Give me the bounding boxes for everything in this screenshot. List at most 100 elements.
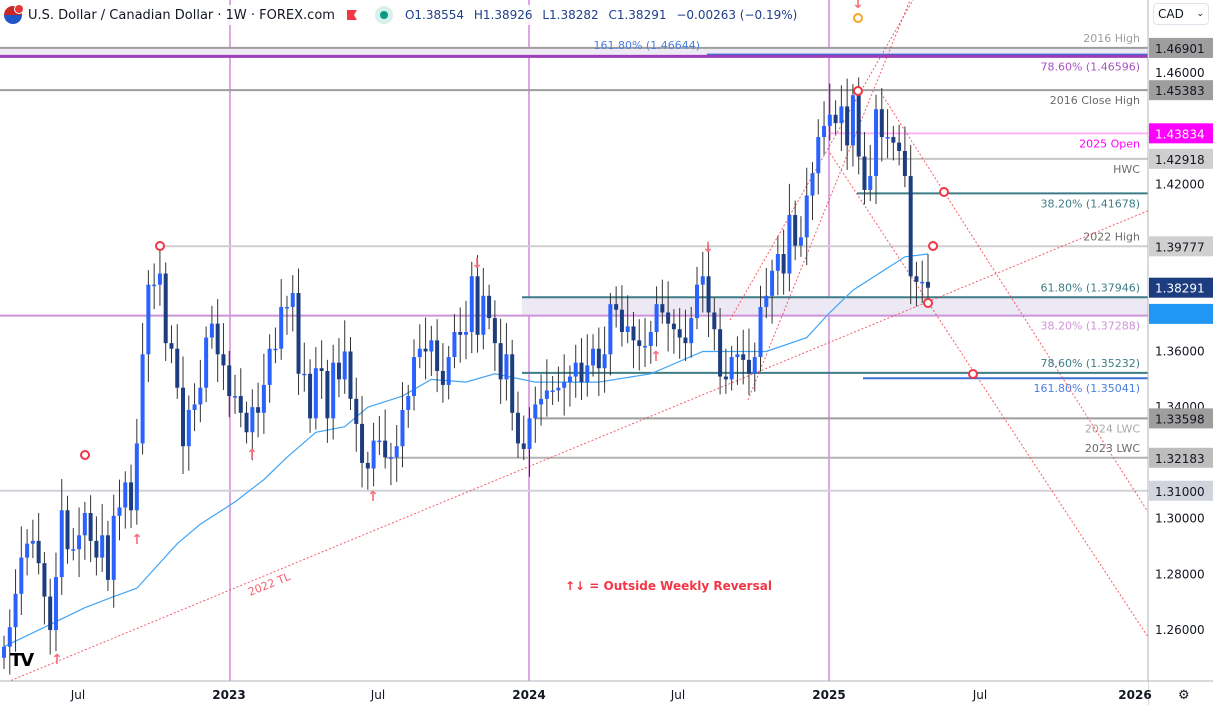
candle: [914, 261, 919, 307]
candle-body: [498, 343, 503, 380]
candle-body: [94, 540, 99, 558]
candle-body: [602, 354, 607, 369]
level-price-box: [1149, 148, 1213, 169]
trendline[interactable]: [729, 0, 914, 321]
candle-body: [671, 323, 676, 330]
level-price-box: [1149, 480, 1213, 501]
candle: [342, 320, 347, 394]
candle-body: [181, 387, 186, 447]
candle: [302, 342, 307, 392]
candle: [186, 395, 191, 471]
time-axis[interactable]: [0, 681, 1148, 705]
candle-body: [850, 95, 855, 146]
candle-body: [140, 354, 145, 444]
currency-selector[interactable]: CAD ⌄: [1153, 3, 1209, 25]
price-axis[interactable]: [1148, 0, 1213, 705]
candle-body: [764, 295, 769, 307]
candle: [244, 401, 249, 444]
time-tick-label: 2025: [812, 688, 845, 702]
candle-body: [25, 543, 30, 558]
candle: [464, 300, 468, 360]
up-arrow-icon: ↑: [367, 489, 379, 505]
price-tick-label: 1.36000: [1155, 345, 1205, 359]
candle: [13, 569, 18, 652]
candle: [2, 635, 6, 669]
candle: [446, 345, 451, 400]
down-arrow-icon: ↓: [702, 240, 714, 256]
candle-body: [71, 549, 76, 551]
candle: [371, 422, 376, 487]
candle: [741, 329, 746, 385]
candle-body: [244, 412, 249, 433]
candle: [192, 383, 197, 432]
gear-icon[interactable]: ⚙: [1178, 688, 1190, 703]
candle-body: [729, 357, 734, 380]
fib-zone-mid: [522, 297, 1148, 316]
candle: [204, 326, 209, 403]
candle: [129, 464, 134, 529]
candle-body: [233, 396, 237, 398]
tradingview-logo[interactable]: TV: [10, 650, 34, 671]
level-label: 38.20% (1.37288): [1040, 320, 1140, 333]
candle-body: [839, 106, 844, 124]
level-price-box: [1149, 447, 1213, 468]
candle-body: [862, 156, 867, 190]
trendline[interactable]: [829, 152, 1149, 638]
candle-body: [342, 351, 347, 380]
candle: [36, 513, 41, 575]
candle-body: [487, 295, 492, 319]
candle-body: [464, 332, 468, 335]
candle-body: [250, 407, 255, 433]
candle: [59, 479, 64, 595]
candle-body: [331, 362, 336, 419]
candle: [608, 293, 613, 376]
candle-body: [902, 150, 907, 177]
candle: [920, 260, 925, 304]
candle: [695, 266, 699, 330]
candle: [377, 416, 382, 456]
symbol-title[interactable]: U.S. Dollar / Canadian Dollar · 1W · FOR…: [28, 7, 335, 23]
candle: [82, 501, 87, 560]
candle-body: [677, 329, 682, 338]
candle: [504, 323, 509, 401]
candle: [412, 339, 417, 411]
candle-body: [544, 390, 549, 399]
candle-body: [770, 270, 775, 296]
candle: [718, 308, 723, 395]
candle-body: [82, 513, 87, 536]
candle-body: [879, 109, 884, 138]
candle: [238, 368, 243, 428]
candle-body: [169, 343, 174, 349]
last-price-box-text: 1.38291: [1155, 282, 1205, 296]
candle-body: [567, 376, 572, 383]
candle-body: [417, 348, 422, 358]
candle: [215, 299, 220, 383]
candle: [764, 267, 769, 319]
candle: [65, 495, 70, 564]
candle: [325, 359, 330, 443]
candle-body: [822, 125, 827, 138]
level-label: 2016 Close High: [1050, 94, 1140, 107]
candle-body: [290, 293, 295, 307]
candle: [469, 261, 474, 354]
us-canada-flag-icon: [4, 4, 24, 24]
candle-body: [279, 306, 284, 349]
price-tick-label: 1.30000: [1155, 512, 1205, 526]
up-arrow-icon: ↑: [51, 652, 63, 668]
candle-body: [481, 295, 486, 335]
candle: [365, 451, 370, 490]
level-price-box-text: 1.42918: [1155, 153, 1205, 167]
trendline[interactable]: [0, 209, 1151, 686]
candle: [117, 479, 122, 541]
candle: [723, 348, 728, 394]
candle: [498, 318, 503, 404]
candle-body: [752, 357, 757, 374]
pivot-circle-marker-orange: [853, 13, 863, 23]
candle-body: [666, 312, 671, 324]
candle: [400, 382, 405, 468]
trendline[interactable]: [880, 92, 1149, 513]
candle: [146, 270, 151, 383]
candle: [787, 183, 792, 292]
price-tick-label: 1.28000: [1155, 567, 1205, 581]
